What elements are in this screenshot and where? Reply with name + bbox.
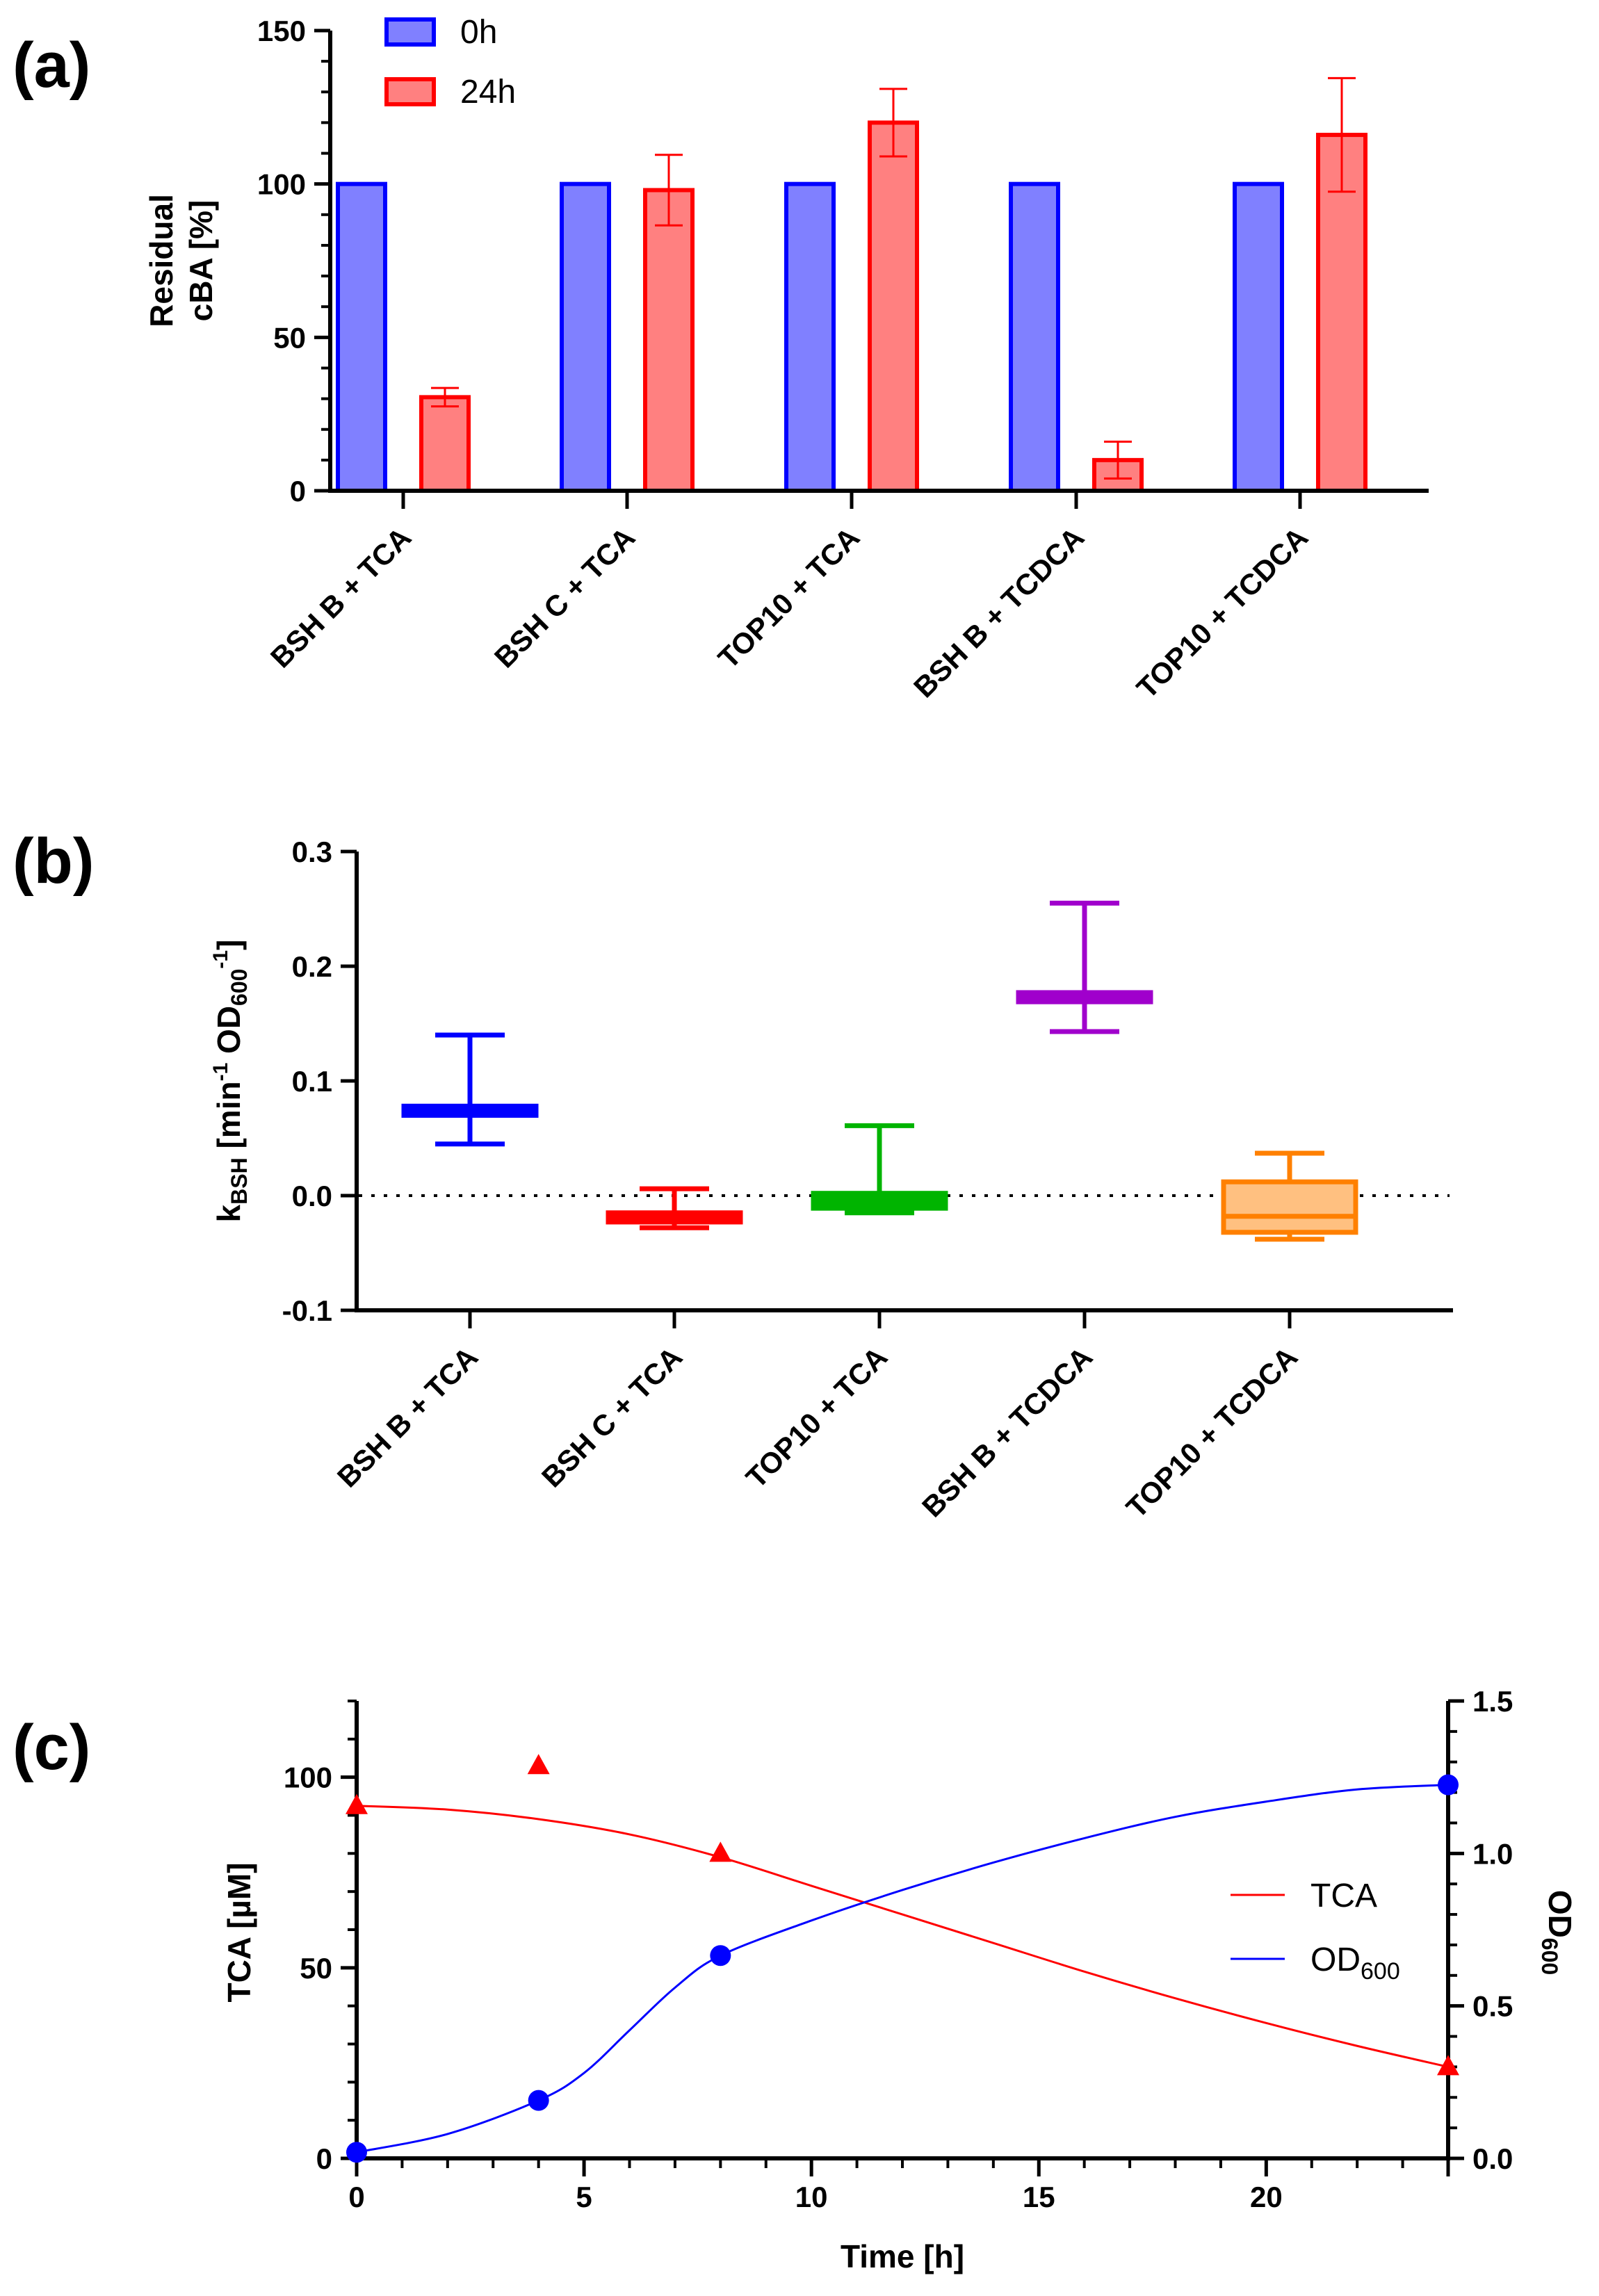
a-error-bar-24h-top10-tcdca xyxy=(1328,76,1356,193)
c-point-od-0 xyxy=(346,2142,367,2163)
a-x-tick-label-bsh-c-tca: BSH C + TCA xyxy=(488,521,642,674)
c-x-tick-label-20: 20 xyxy=(1250,2181,1283,2213)
c-x-tick-label-15: 15 xyxy=(1023,2181,1055,2213)
a-legend: 0h 24h xyxy=(384,14,516,111)
b-y-tick-label-0.0: 0.0 xyxy=(292,1180,332,1212)
c-right-y-tick-label-1.0: 1.0 xyxy=(1472,1837,1513,1870)
c-legend-label-od-sub: 600 xyxy=(1361,1958,1400,1985)
panel-a-bar-chart: 0 50 100 150 BSH B + TCA BSH C + TCA TOP10 + T… xyxy=(143,14,1429,705)
b-x-tick-label-top10-tcdca: TOP10 + TCDCA xyxy=(1120,1340,1304,1524)
c-point-tca-4 xyxy=(527,1754,550,1775)
panel-label-c: (c) xyxy=(13,1712,90,1783)
c-point-od-4 xyxy=(528,2090,549,2111)
a-legend-label-24h: 24h xyxy=(460,74,516,111)
b-x-tick-label-bsh-b-tcdca: BSH B + TCDCA xyxy=(916,1340,1098,1523)
c-right-y-tick-label-0.0: 0.0 xyxy=(1472,2142,1513,2175)
a-x-tick-label-top10-tcdca: TOP10 + TCDCA xyxy=(1130,521,1315,705)
panel-b-box-chart: -0.1 0.0 0.1 0.2 0.3 BSH B + TCA BSH C + TCA TO… xyxy=(209,836,1453,1524)
b-y-tick-label-0.1: 0.1 xyxy=(292,1065,332,1098)
c-fit-line-od xyxy=(356,1784,1449,2153)
c-point-tca-8 xyxy=(709,1841,732,1862)
b-box-top10-tca xyxy=(811,1123,948,1216)
c-point-tca-24 xyxy=(1437,2055,1459,2076)
b-x-tick-label-bsh-b-tca: BSH B + TCA xyxy=(331,1340,485,1494)
b-x-tick-label-bsh-c-tca: BSH C + TCA xyxy=(535,1340,689,1494)
b-x-tick-label-top10-tca: TOP10 + TCA xyxy=(740,1340,894,1495)
a-error-bar-24h-bsh-c-tca xyxy=(655,154,683,227)
a-error-bar-24h-top10-tca xyxy=(879,88,907,158)
c-right-y-tick-label-0.5: 0.5 xyxy=(1472,1990,1513,2023)
a-bar-0h-bsh-b-tca xyxy=(336,181,387,493)
b-y-label: kBSH [min-1 OD600-1] xyxy=(209,940,252,1223)
b-box-bsh-c-tca xyxy=(606,1186,743,1230)
c-right-y-tick-label-1.5: 1.5 xyxy=(1472,1685,1513,1718)
a-x-tick-label-top10-tca: TOP10 + TCA xyxy=(712,521,866,675)
a-y-label-line2: cBA [%] xyxy=(183,200,219,322)
b-box-body xyxy=(1221,1179,1358,1235)
c-left-y-tick-label-0: 0 xyxy=(316,2142,332,2175)
c-x-tick-label-0: 0 xyxy=(348,2181,364,2213)
b-box-top10-tcdca xyxy=(1221,1150,1358,1242)
c-fit-line-tca xyxy=(356,1805,1449,2068)
c-legend-label-tca: TCA xyxy=(1310,1878,1377,1914)
b-y-label-k: k xyxy=(211,1204,247,1222)
b-y-tick-label--0.1: -0.1 xyxy=(282,1294,332,1327)
a-bar-24h-bsh-b-tca xyxy=(419,395,471,493)
b-box-bsh-b-tcdca xyxy=(1016,900,1153,1034)
c-point-od-8 xyxy=(710,1945,731,1967)
a-legend-swatch-24h xyxy=(384,77,436,106)
a-x-tick-label-bsh-b-tcdca: BSH B + TCDCA xyxy=(907,521,1090,703)
c-left-y-tick-label-100: 100 xyxy=(284,1761,332,1794)
a-bar-0h-bsh-b-tcdca xyxy=(1009,181,1060,493)
b-box-bsh-b-tca xyxy=(401,1032,539,1147)
a-bar-24h-top10-tca xyxy=(868,120,919,493)
b-y-label-mid: OD xyxy=(211,1006,247,1063)
c-point-tca-0 xyxy=(346,1793,368,1814)
c-legend: TCA OD600 xyxy=(1231,1878,1400,1985)
a-y-tick-label-150: 150 xyxy=(257,15,306,47)
a-bar-0h-bsh-c-tca xyxy=(560,181,611,493)
b-y-label-close: ] xyxy=(211,940,247,950)
c-x-tick-label-5: 5 xyxy=(576,2181,592,2213)
c-left-y-tick-label-50: 50 xyxy=(300,1952,332,1985)
c-legend-label-od-main: OD xyxy=(1310,1941,1361,1978)
b-y-label-sub: BSH xyxy=(227,1157,252,1205)
c-left-y-label: TCA [µM] xyxy=(221,1862,257,2002)
b-y-tick-label-0.2: 0.2 xyxy=(292,950,332,983)
a-bar-24h-bsh-c-tca xyxy=(643,188,695,493)
a-bar-0h-top10-tcdca xyxy=(1233,181,1284,493)
c-x-label: Time [h] xyxy=(841,2238,964,2274)
panel-label-b: (b) xyxy=(13,826,94,897)
a-y-tick-label-50: 50 xyxy=(273,321,306,354)
panel-label-a: (a) xyxy=(13,30,90,101)
c-right-y-label-sub: 600 xyxy=(1537,1938,1562,1975)
a-y-label-line1: Residual xyxy=(143,194,179,327)
a-bar-0h-top10-tca xyxy=(784,181,836,493)
b-y-label-sup2: -1 xyxy=(209,950,232,969)
c-right-y-label: OD600 xyxy=(1537,1890,1578,1975)
c-x-tick-label-10: 10 xyxy=(795,2181,828,2213)
a-legend-swatch-0h xyxy=(384,17,436,47)
c-point-od-24 xyxy=(1438,1774,1459,1796)
a-error-bar-24h-bsh-b-tca xyxy=(431,386,459,408)
a-y-tick-label-0: 0 xyxy=(290,475,306,507)
b-y-tick-label-0.3: 0.3 xyxy=(292,836,332,868)
a-x-tick-label-bsh-b-tca: BSH B + TCA xyxy=(264,521,418,674)
a-error-bar-24h-bsh-b-tcdca xyxy=(1104,440,1132,480)
b-y-label-sub2: 600 xyxy=(227,969,252,1006)
b-y-label-open: [min xyxy=(211,1081,247,1157)
c-right-y-label-main: OD xyxy=(1542,1890,1578,1938)
a-y-tick-label-100: 100 xyxy=(257,168,306,201)
a-legend-label-0h: 0h xyxy=(460,14,497,51)
b-y-label-sup1: -1 xyxy=(209,1063,232,1082)
c-legend-label-od: OD600 xyxy=(1310,1941,1400,1985)
